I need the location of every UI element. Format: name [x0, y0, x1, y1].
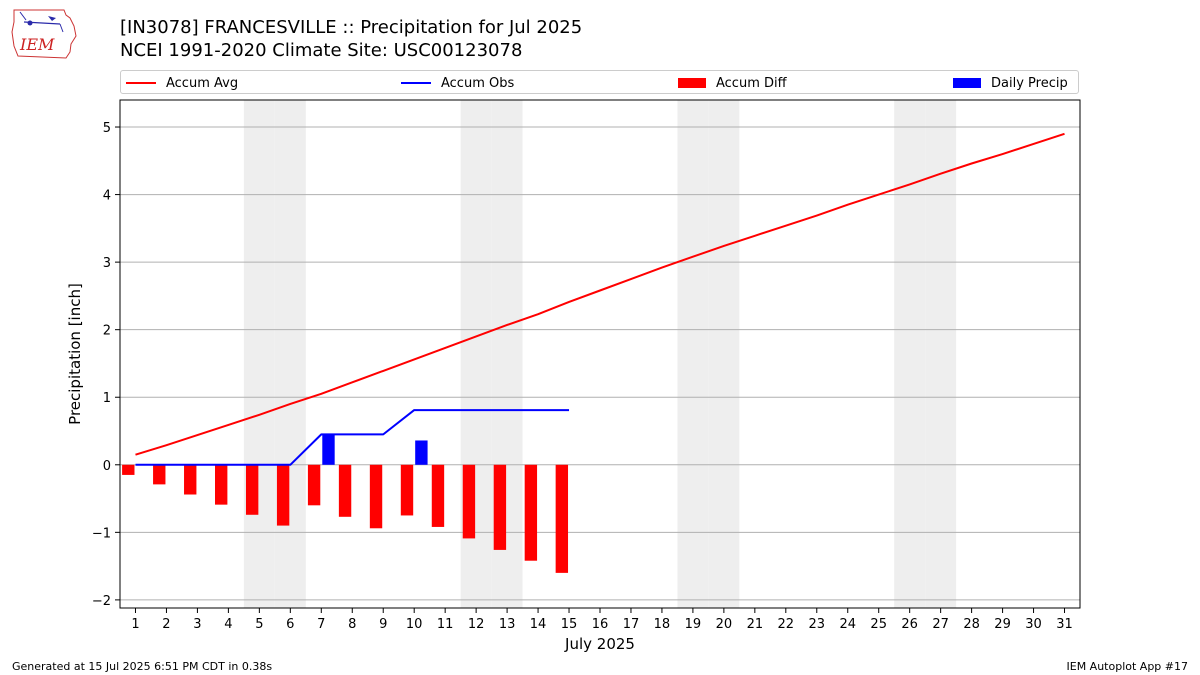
x-tick-label: 5 — [255, 617, 263, 632]
accum-diff-bar — [431, 464, 445, 527]
app-credit: IEM Autoplot App #17 — [1066, 660, 1189, 673]
x-tick-label: 26 — [901, 617, 918, 632]
x-tick-label: 19 — [685, 617, 702, 632]
daily-precip-bar — [415, 440, 428, 465]
weekend-band — [677, 100, 709, 608]
y-axis-label: Precipitation [inch] — [66, 283, 84, 425]
y-tick-label: −1 — [92, 526, 111, 541]
accum-diff-bar — [153, 464, 166, 485]
accum-diff-bar — [493, 464, 507, 550]
weekend-band — [708, 100, 740, 608]
accum-diff-bar — [307, 464, 321, 506]
weekend-band — [243, 100, 275, 608]
x-tick-label: 3 — [193, 617, 201, 632]
generated-timestamp: Generated at 15 Jul 2025 6:51 PM CDT in … — [12, 660, 273, 673]
x-tick-label: 18 — [654, 617, 671, 632]
legend-item-accum-avg: Accum Avg — [126, 74, 238, 92]
legend-label: Daily Precip — [991, 75, 1068, 91]
weekend-band — [274, 100, 306, 608]
logo-lettering: IEM — [19, 35, 55, 54]
x-tick-label: 24 — [839, 617, 856, 632]
y-tick-label: 3 — [103, 256, 111, 271]
y-tick-label: 2 — [103, 324, 111, 339]
accum-diff-bar — [369, 464, 383, 529]
accum-diff-bar — [462, 464, 476, 539]
x-tick-label: 21 — [747, 617, 764, 632]
x-tick-label: 28 — [963, 617, 980, 632]
y-tick-label: 5 — [103, 121, 111, 136]
x-tick-label: 30 — [1025, 617, 1042, 632]
x-tick-label: 6 — [286, 617, 294, 632]
weekend-band — [925, 100, 957, 608]
x-tick-label: 4 — [224, 617, 232, 632]
x-tick-label: 10 — [406, 617, 423, 632]
x-tick-label: 12 — [468, 617, 485, 632]
x-tick-label: 17 — [623, 617, 640, 632]
daily-precip-bar — [322, 434, 335, 465]
accum-diff-bar — [276, 464, 290, 526]
legend-item-accum-diff: Accum Diff — [678, 74, 787, 92]
legend-swatch-accum-obs — [401, 82, 431, 84]
x-tick-label: 20 — [716, 617, 733, 632]
legend-label: Accum Avg — [166, 75, 239, 91]
accum-obs-line — [135, 409, 570, 466]
accum-diff-bar — [245, 464, 259, 515]
accum-diff-bar — [555, 464, 569, 573]
accum-diff-bar — [215, 464, 228, 505]
x-tick-label: 7 — [317, 617, 325, 632]
x-tick-label: 23 — [809, 617, 826, 632]
weekend-band — [894, 100, 926, 608]
x-tick-label: 13 — [499, 617, 516, 632]
x-tick-label: 11 — [437, 617, 454, 632]
legend-label: Accum Diff — [716, 75, 787, 91]
legend: Accum Avg Accum Obs Accum Diff Daily Pre… — [120, 70, 1079, 94]
legend-swatch-accum-avg — [126, 82, 156, 84]
y-tick-label: 0 — [103, 459, 111, 474]
x-tick-label: 27 — [932, 617, 949, 632]
legend-label: Accum Obs — [441, 75, 515, 91]
x-tick-label: 8 — [348, 617, 356, 632]
accum-diff-bar — [122, 464, 135, 475]
x-tick-label: 22 — [778, 617, 795, 632]
accum-avg-line — [135, 132, 1065, 456]
chart-title: [IN3078] FRANCESVILLE :: Precipitation f… — [120, 17, 583, 38]
accum-diff-bar — [524, 464, 538, 561]
iem-logo: IEM — [11, 9, 77, 59]
accum-diff-bar — [400, 464, 414, 516]
x-tick-label: 15 — [561, 617, 578, 632]
x-axis-label: July 2025 — [564, 635, 635, 653]
y-tick-label: −2 — [92, 594, 111, 609]
x-tick-label: 25 — [870, 617, 887, 632]
x-tick-label: 1 — [131, 617, 139, 632]
legend-swatch-accum-diff — [678, 78, 706, 88]
legend-item-daily-precip: Daily Precip — [953, 74, 1068, 92]
legend-item-accum-obs: Accum Obs — [401, 74, 514, 92]
x-tick-label: 16 — [592, 617, 609, 632]
y-tick-label: 1 — [103, 391, 111, 406]
x-tick-label: 14 — [530, 617, 547, 632]
accum-diff-bar — [338, 464, 352, 517]
x-tick-label: 31 — [1056, 617, 1073, 632]
chart-subtitle: NCEI 1991-2020 Climate Site: USC00123078 — [120, 40, 523, 61]
x-tick-label: 29 — [994, 617, 1011, 632]
x-tick-label: 9 — [379, 617, 387, 632]
accum-diff-bar — [184, 464, 197, 495]
legend-swatch-daily-precip — [953, 78, 981, 88]
x-tick-label: 2 — [162, 617, 170, 632]
y-tick-label: 4 — [103, 189, 111, 204]
